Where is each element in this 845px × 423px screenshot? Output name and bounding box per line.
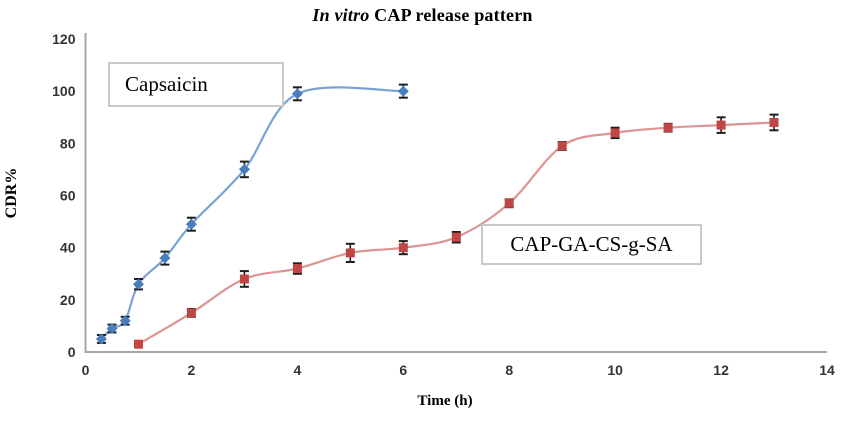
data-point-square — [398, 243, 408, 253]
y-tick-label: 60 — [60, 188, 76, 204]
chart-title-italic-part: In vitro — [312, 5, 370, 25]
data-point-square — [504, 198, 514, 208]
y-tick-label: 40 — [60, 240, 76, 256]
x-tick-label: 4 — [293, 362, 301, 378]
data-point-square — [451, 232, 461, 242]
x-tick-label: 2 — [188, 362, 196, 378]
x-tick-label: 10 — [607, 362, 623, 378]
data-point-diamond — [133, 278, 144, 290]
chart-title: In vitro CAP release pattern — [0, 5, 845, 26]
data-point-square — [557, 141, 567, 151]
x-axis-label: Time (h) — [417, 393, 473, 409]
x-tick-label: 14 — [819, 362, 835, 378]
data-point-square — [663, 123, 673, 133]
data-point-diamond — [238, 163, 250, 175]
series-label-capsaicin: Capsaicin — [108, 62, 284, 107]
x-tick-label: 0 — [82, 362, 90, 378]
data-point-square — [292, 264, 302, 273]
x-tick-label: 6 — [399, 362, 407, 378]
y-tick-label: 0 — [68, 344, 76, 360]
y-tick-label: 20 — [60, 292, 76, 308]
x-tick-label: 12 — [713, 362, 729, 378]
data-point-square — [769, 118, 779, 127]
data-point-diamond — [397, 85, 409, 97]
y-tick-label: 80 — [60, 135, 76, 151]
data-point-square — [610, 128, 620, 138]
data-point-diamond — [159, 252, 171, 264]
y-tick-label: 100 — [52, 83, 76, 99]
y-tick-label: 120 — [52, 31, 76, 47]
data-point-diamond — [185, 218, 197, 230]
y-axis-label: CDR% — [3, 167, 20, 219]
series-capsaicin — [95, 83, 409, 345]
chart-title-rest: CAP release pattern — [369, 5, 533, 25]
series-capsaicin-line — [100, 86, 405, 341]
data-point-square — [716, 120, 726, 130]
x-tick-label: 8 — [505, 362, 513, 378]
data-point-square — [186, 308, 196, 318]
data-point-square — [239, 274, 249, 284]
series-label-cap-ga-cs-g-sa: CAP-GA-CS-g-SA — [481, 224, 702, 265]
series-cap-ga-cs-g-sa — [134, 113, 779, 349]
data-point-square — [134, 339, 143, 349]
data-point-diamond — [119, 315, 131, 327]
data-point-diamond — [95, 333, 107, 345]
data-point-square — [345, 248, 355, 258]
data-point-diamond — [106, 323, 118, 334]
data-point-diamond — [291, 88, 303, 100]
